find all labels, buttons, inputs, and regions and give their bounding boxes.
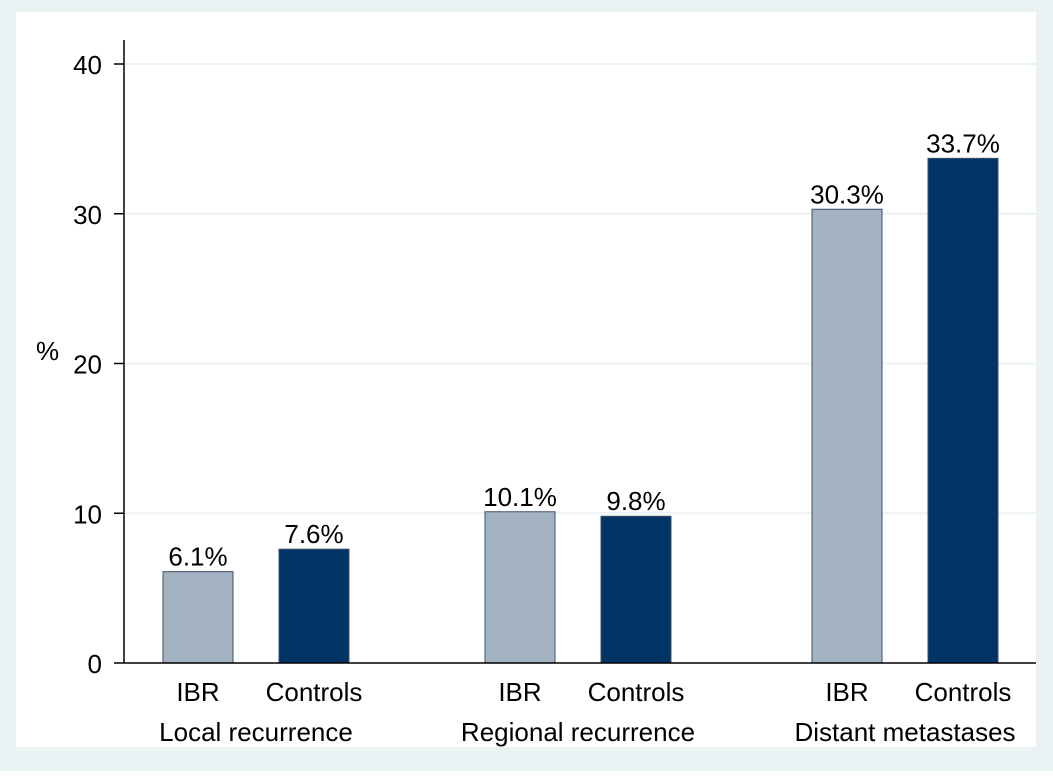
y-tick-label: 10 [73,499,102,529]
data-label: 9.8% [606,486,665,516]
bar-controls [278,548,350,664]
labels: 0 10 20 30 40 6.1% IBR 7.6% Controls Local recurr… [73,50,1015,747]
bar-controls [927,157,999,664]
group-label: Regional recurrence [461,717,695,747]
x-tick-label: IBR [176,677,219,707]
y-tick-label: 20 [73,350,102,380]
bar-controls [600,515,672,664]
x-tick-label: Controls [266,677,363,707]
data-label: 6.1% [168,542,227,572]
group-label: Distant metastases [794,717,1015,747]
x-tick-label: IBR [498,677,541,707]
y-tick-label: 40 [73,50,102,80]
x-tick-label: Controls [915,677,1012,707]
gridlines [124,63,1036,515]
x-tick-label: Controls [588,677,685,707]
data-label: 7.6% [284,519,343,549]
axes [114,40,1036,664]
bar-ibr [484,511,556,664]
data-label: 33.7% [926,128,1000,158]
bar-ibr [162,571,234,664]
x-tick-label: IBR [825,677,868,707]
y-tick-label: 0 [88,649,102,679]
group-label: Local recurrence [159,717,353,747]
bar-ibr [811,208,883,664]
data-label: 10.1% [483,482,557,512]
y-tick-label: 30 [73,200,102,230]
data-label: 30.3% [810,179,884,209]
y-axis-title: % [36,336,59,366]
